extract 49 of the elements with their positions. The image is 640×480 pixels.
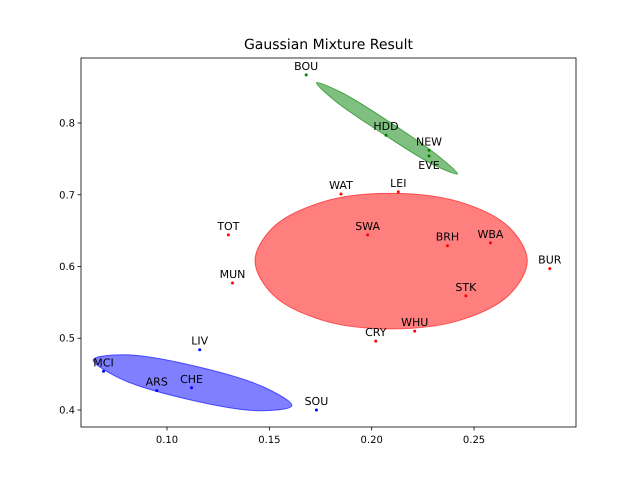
point (428, 154, 431, 158)
point (396, 190, 400, 194)
point (198, 348, 202, 352)
x-tick-label: 0.15 (258, 435, 280, 446)
point (366, 233, 370, 236)
point (314, 408, 318, 412)
y-tick-label: 0.5 (59, 334, 75, 345)
annotation: WAT (329, 179, 354, 192)
x-tick-label: 0.25 (462, 435, 486, 446)
point (428, 148, 431, 152)
annotation: CRY (365, 326, 387, 340)
annotation: BUR (538, 254, 562, 267)
annotation: CHE (180, 372, 204, 386)
annotation: LIV (191, 334, 209, 348)
annotation: MUN (220, 268, 246, 281)
point (548, 267, 552, 270)
point (230, 282, 234, 284)
point (488, 241, 492, 244)
point (226, 233, 230, 236)
annotation: LEI (390, 176, 406, 190)
annotation: BOU (294, 60, 318, 73)
point (374, 340, 378, 343)
point (464, 294, 468, 298)
point (384, 134, 388, 137)
point (102, 370, 106, 373)
annotation: EVE (418, 159, 440, 172)
x-tick-label: 0.20 (360, 435, 383, 446)
point (339, 192, 342, 196)
point (190, 386, 194, 390)
annotation: SWA (355, 220, 380, 233)
annotation: WBA (477, 228, 504, 241)
y-tick-label: 0.6 (59, 262, 75, 273)
chart-title: Gaussian Mixture Result (244, 37, 414, 53)
point (155, 389, 158, 392)
y-tick-label: 0.8 (59, 118, 75, 130)
x-tick-label: 0.10 (156, 435, 178, 446)
annotation: HDD (373, 120, 399, 134)
y-tick-label: 0.4 (59, 405, 75, 416)
annotation: STK (455, 280, 478, 294)
y-tick-label: 0.7 (59, 190, 75, 202)
annotation: SOU (304, 394, 328, 408)
annotation: BRH (436, 230, 460, 244)
point (446, 244, 449, 248)
annotation: ARS (146, 376, 168, 389)
point (413, 330, 416, 333)
annotation: MCI (93, 356, 114, 370)
annotation: WHU (401, 316, 428, 330)
point (304, 73, 308, 76)
annotation: TOT (216, 220, 240, 233)
